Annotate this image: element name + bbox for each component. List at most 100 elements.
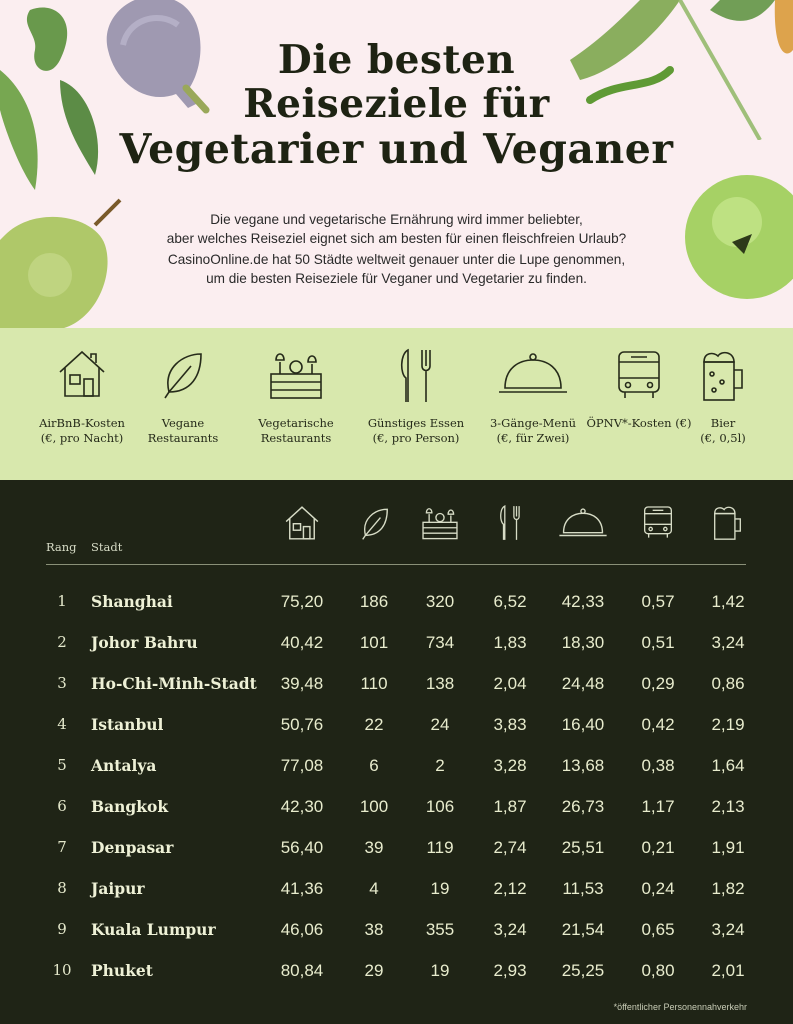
bus-icon (618, 351, 660, 398)
value-cell: 4 (369, 879, 379, 898)
leaf-icon (362, 508, 388, 540)
legend-label: Günstiges Essen (367, 416, 465, 430)
rank-cell: 2 (57, 633, 67, 651)
value-cell: 24 (430, 715, 450, 734)
value-cell: 0,51 (641, 633, 675, 652)
rank-cell: 1 (57, 592, 67, 610)
value-cell: 0,24 (641, 879, 675, 898)
intro-paragraph-1: Die vegane und vegetarische Ernährung wi… (100, 210, 693, 248)
value-cell: 1,17 (641, 797, 675, 816)
rank-cell: 10 (52, 961, 72, 979)
legend-item-vegetarian: Vegetarische Restaurants (241, 328, 351, 480)
value-cell: 3,24 (711, 633, 745, 652)
value-cell: 75,20 (280, 592, 324, 611)
value-cell: 119 (426, 838, 454, 857)
table-row: 1 Shanghai 75,20 186 320 6,52 42,33 0,57 1,42 (0, 581, 793, 622)
rank-header: Rang (46, 540, 77, 554)
legend-item-beer: Bier (€, 0,5l) (668, 328, 778, 480)
legend-sub: (€, pro Nacht) (40, 431, 124, 445)
value-cell: 41,36 (280, 879, 324, 898)
value-cell: 1,91 (711, 838, 745, 857)
bus-icon (644, 506, 672, 538)
rank-cell: 5 (57, 756, 67, 774)
value-cell: 16,40 (561, 715, 605, 734)
rank-cell: 9 (57, 920, 67, 938)
rank-cell: 4 (57, 715, 67, 733)
pear-illustration (0, 198, 122, 328)
table-row: 9 Kuala Lumpur 46,06 38 355 3,24 21,54 0,65 3,24 (0, 909, 793, 950)
legend-sub: (€, für Zwei) (496, 431, 570, 445)
herbs-illustration (570, 0, 775, 140)
value-cell: 355 (425, 920, 455, 939)
value-cell: 3,24 (711, 920, 745, 939)
city-cell: Antalya (91, 756, 157, 775)
apple-illustration (685, 175, 793, 299)
city-header: Stadt (91, 540, 123, 554)
value-cell: 6 (369, 756, 379, 775)
beer-mug-icon (703, 351, 743, 401)
legend-label: Bier (710, 416, 736, 430)
value-cell: 46,06 (280, 920, 324, 939)
legend-band: AirBnB-Kosten (€, pro Nacht) Vegane Resta… (0, 328, 793, 480)
city-cell: Johor Bahru (91, 633, 198, 652)
house-icon (285, 506, 319, 540)
intro-line-3: CasinoOnline.de hat 50 Städte weltweit g… (167, 252, 626, 267)
city-cell: Shanghai (91, 592, 173, 611)
legend-item-airbnb: AirBnB-Kosten (€, pro Nacht) (27, 328, 137, 480)
value-cell: 0,86 (711, 674, 745, 693)
value-cell: 1,64 (711, 756, 745, 775)
title-line-1: Die besten (277, 37, 516, 83)
value-cell: 100 (359, 797, 389, 816)
city-cell: Bangkok (91, 797, 169, 816)
value-cell: 24,48 (561, 674, 605, 693)
value-cell: 6,52 (493, 592, 527, 611)
value-cell: 0,65 (641, 920, 675, 939)
value-cell: 42,30 (280, 797, 324, 816)
legend-item-cheap-food: Günstiges Essen (€, pro Person) (361, 328, 471, 480)
value-cell: 138 (425, 674, 455, 693)
value-cell: 320 (425, 592, 455, 611)
value-cell: 1,83 (493, 633, 527, 652)
title-line-2: Reiseziele für (243, 81, 550, 128)
value-cell: 19 (430, 879, 450, 898)
value-cell: 101 (359, 633, 389, 652)
value-cell: 2 (435, 756, 445, 775)
value-cell: 0,42 (641, 715, 675, 734)
table-row: 2 Johor Bahru 40,42 101 734 1,83 18,30 0,51 3,24 (0, 622, 793, 663)
value-cell: 18,30 (561, 633, 605, 652)
table-row: 5 Antalya 77,08 6 2 3,28 13,68 0,38 1,64 (0, 745, 793, 786)
rank-cell: 6 (57, 797, 67, 815)
value-cell: 13,68 (561, 756, 605, 775)
value-cell: 19 (430, 961, 450, 980)
legend-item-three-course: 3-Gänge-Menü (€, für Zwei) (478, 328, 588, 480)
legend-label: Vegane Restaurants (147, 416, 219, 445)
value-cell: 25,25 (561, 961, 605, 980)
table-row: 8 Jaipur 41,36 4 19 2,12 11,53 0,24 1,82 (0, 868, 793, 909)
value-cell: 29 (364, 961, 384, 980)
value-cell: 39 (364, 838, 384, 857)
value-cell: 0,57 (641, 592, 675, 611)
value-cell: 2,13 (711, 797, 745, 816)
value-cell: 0,80 (641, 961, 675, 980)
house-icon (59, 350, 105, 397)
rank-cell: 7 (57, 838, 67, 856)
value-cell: 2,19 (711, 715, 745, 734)
legend-label: 3-Gänge-Menü (489, 416, 577, 430)
city-cell: Istanbul (91, 715, 164, 734)
legend-sub: (€, pro Person) (372, 431, 460, 445)
value-cell: 110 (360, 674, 388, 693)
city-cell: Ho-Chi-Minh-Stadt (91, 674, 257, 693)
value-cell: 0,29 (641, 674, 675, 693)
value-cell: 186 (359, 592, 389, 611)
value-cell: 1,87 (493, 797, 527, 816)
green-leaves-illustration (0, 7, 99, 190)
legend-item-vegan: Vegane Restaurants (128, 328, 238, 480)
value-cell: 22 (364, 715, 384, 734)
value-cell: 734 (425, 633, 455, 652)
city-cell: Kuala Lumpur (91, 920, 216, 939)
table-row: 3 Ho-Chi-Minh-Stadt 39,48 110 138 2,04 24,48 0,… (0, 663, 793, 704)
table-row: 7 Denpasar 56,40 39 119 2,74 25,51 0,21 1,91 (0, 827, 793, 868)
leaf-icon (164, 353, 202, 399)
cloche-icon (559, 508, 607, 537)
knife-fork-icon (500, 505, 520, 540)
